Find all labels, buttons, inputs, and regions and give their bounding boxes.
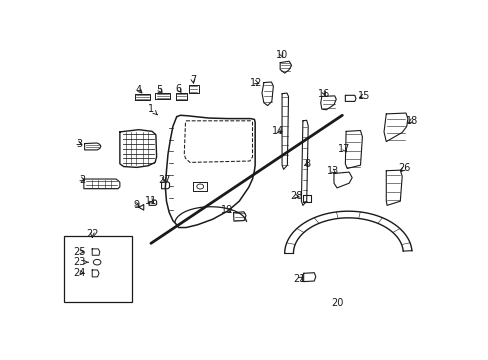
Text: 20: 20 (330, 298, 343, 308)
Text: 5: 5 (156, 85, 163, 95)
Text: 16: 16 (318, 89, 330, 99)
Text: 11: 11 (145, 195, 157, 206)
Text: 23: 23 (73, 257, 88, 267)
Text: 3: 3 (76, 139, 82, 149)
Text: 4: 4 (136, 85, 142, 95)
Text: 21: 21 (292, 274, 305, 284)
Text: 1: 1 (148, 104, 157, 115)
Text: 17: 17 (338, 144, 350, 154)
Text: 8: 8 (304, 159, 310, 169)
Text: 26: 26 (397, 163, 409, 174)
Bar (64, 235, 131, 302)
Text: 27: 27 (158, 175, 170, 185)
Text: 19: 19 (221, 204, 233, 215)
Text: 9: 9 (133, 199, 139, 210)
Text: 24: 24 (73, 268, 85, 278)
Text: 10: 10 (275, 50, 287, 60)
Text: 18: 18 (405, 116, 417, 126)
Text: 14: 14 (271, 126, 284, 135)
Text: 2: 2 (79, 175, 85, 185)
Text: 22: 22 (86, 229, 98, 239)
Text: 13: 13 (326, 166, 339, 176)
Text: 6: 6 (175, 84, 182, 94)
Text: 28: 28 (289, 191, 302, 201)
Text: 15: 15 (357, 91, 370, 101)
Text: 12: 12 (249, 77, 262, 87)
Text: 25: 25 (73, 247, 85, 257)
Text: 7: 7 (189, 75, 196, 85)
